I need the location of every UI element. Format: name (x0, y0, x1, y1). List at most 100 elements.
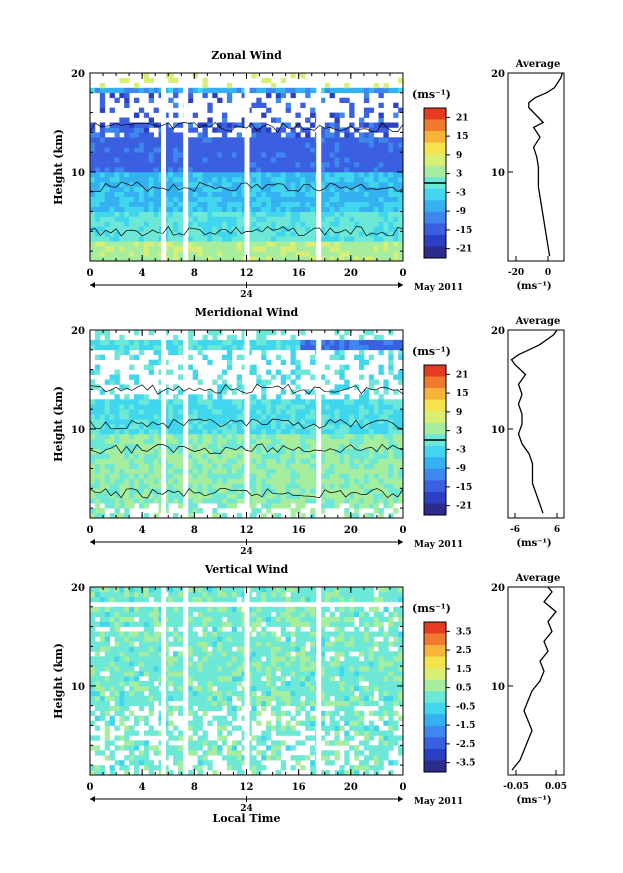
heatmap-cell (285, 428, 291, 435)
heatmap-cell (99, 181, 106, 188)
heatmap-cell (168, 478, 174, 484)
heatmap-cell (231, 611, 238, 617)
heatmap-cell (319, 137, 326, 143)
heatmap-cell (178, 770, 184, 776)
heatmap-cell (124, 695, 130, 702)
heatmap-cell (275, 433, 282, 440)
heatmap-cell (134, 374, 140, 380)
heatmap-cell (134, 591, 140, 598)
heatmap-cell (134, 394, 140, 400)
heatmap-cell (222, 606, 228, 613)
heatmap-cell (114, 488, 120, 494)
heatmap-cell (124, 463, 130, 469)
heatmap-cell (94, 424, 101, 430)
heatmap-cell (290, 419, 296, 425)
heatmap-cell (236, 725, 242, 731)
heatmap-cell (207, 685, 213, 692)
heatmap-cell (344, 483, 350, 489)
heatmap-cell (90, 631, 96, 637)
heatmap-cell (163, 157, 169, 163)
heatmap-cell (192, 730, 198, 736)
heatmap-cell (383, 241, 389, 247)
heatmap-cell (236, 216, 242, 222)
heatmap-cell (231, 176, 238, 183)
heatmap-cell (261, 488, 267, 494)
x-tick-label: 12 (240, 268, 254, 279)
colorbar-tick-label: 15 (456, 132, 469, 142)
heatmap-cell (398, 206, 404, 212)
heatmap-cell (104, 404, 110, 410)
heatmap-cell (349, 458, 355, 464)
heatmap-cell (119, 636, 125, 642)
heatmap-cell (124, 656, 130, 662)
heatmap-cell (90, 433, 96, 440)
heatmap-cell (114, 374, 120, 380)
heatmap-cell (378, 137, 384, 143)
profile-y-tick-label: 20 (491, 69, 505, 80)
heatmap-cell (134, 493, 140, 499)
heatmap-cell (94, 414, 101, 420)
heatmap-cell (99, 399, 106, 405)
heatmap-cell (275, 206, 282, 212)
heatmap-cell (143, 498, 150, 504)
heatmap-cell (124, 636, 130, 642)
heatmap-cell (90, 127, 96, 133)
heatmap-cell (114, 671, 120, 677)
heatmap-cell (339, 246, 345, 252)
heatmap-cell (368, 433, 375, 440)
heatmap-cell (148, 765, 154, 771)
heatmap-cell (261, 339, 267, 346)
heatmap-cell (236, 191, 242, 197)
heatmap-cell (236, 231, 242, 237)
heatmap-cell (241, 152, 247, 158)
heatmap-cell (168, 87, 174, 94)
heatmap-cell (310, 448, 316, 454)
heatmap-cell (261, 344, 267, 351)
heatmap-cell (168, 162, 174, 168)
heatmap-cell (197, 453, 203, 459)
heatmap-cell (290, 458, 296, 464)
heatmap-cell (212, 157, 218, 163)
heatmap-cell (300, 221, 306, 227)
colorbar-tick-label: -3 (456, 188, 466, 198)
heatmap-cell (109, 171, 115, 178)
heatmap-cell (271, 201, 277, 207)
heatmap-cell (114, 211, 120, 217)
heatmap-cell (163, 468, 169, 474)
heatmap-cell (119, 513, 125, 519)
heatmap-cell (197, 468, 203, 474)
heatmap-cell (109, 493, 115, 499)
heatmap-cell (275, 171, 282, 178)
heatmap-cell (134, 216, 140, 222)
heatmap-cell (192, 651, 198, 657)
heatmap-cell (90, 206, 96, 212)
heatmap-cell (300, 167, 306, 173)
heatmap-cell (295, 493, 301, 499)
heatmap-cell (368, 206, 375, 212)
heatmap-cell (354, 206, 360, 212)
heatmap-cell (271, 82, 277, 89)
heatmap-cell (241, 695, 247, 702)
heatmap-cell (393, 181, 399, 188)
heatmap-cell (310, 171, 316, 178)
heatmap-cell (231, 755, 238, 761)
heatmap-cell (339, 483, 345, 489)
heatmap-cell (363, 483, 370, 489)
heatmap-cell (339, 369, 345, 375)
heatmap-cell (109, 241, 115, 247)
heatmap-cell (266, 369, 272, 375)
heatmap-cell (124, 587, 130, 593)
heatmap-cell (192, 394, 198, 400)
heatmap-cell (153, 606, 159, 613)
heatmap-cell (138, 251, 145, 257)
heatmap-cell (178, 389, 184, 395)
heatmap-cell (324, 463, 331, 469)
heatmap-cell (114, 636, 120, 642)
heatmap-cell (280, 438, 286, 445)
heatmap-cell (266, 344, 272, 351)
heatmap-cell (329, 433, 335, 440)
heatmap-cell (217, 162, 223, 168)
heatmap-cell (134, 157, 140, 163)
heatmap-cell (217, 651, 223, 657)
